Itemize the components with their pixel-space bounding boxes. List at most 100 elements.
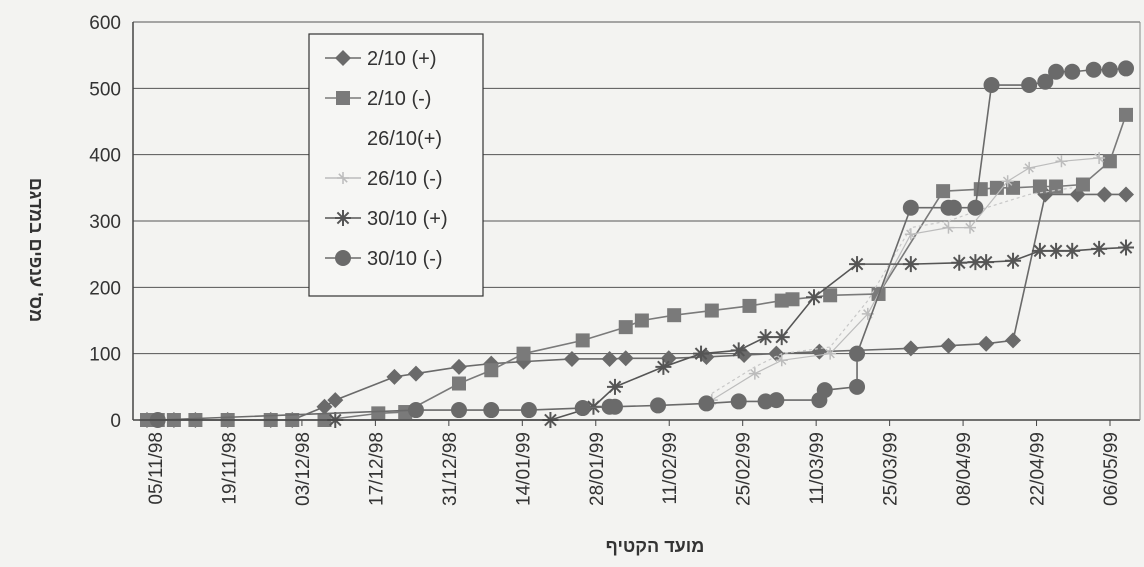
data-point [967, 199, 984, 216]
data-point [774, 293, 789, 308]
x-axis-ticks: 05/11/98 19/11/98 03/12/98 17/12/98 31/12/98… [146, 420, 1122, 506]
data-point [698, 395, 715, 412]
data-point [730, 342, 747, 359]
data-point [1031, 242, 1048, 259]
data-point [1102, 154, 1117, 169]
x-tick-label: 25/03/99 [881, 432, 902, 506]
series-line [711, 187, 1073, 394]
data-point [1005, 332, 1022, 349]
data-point [748, 367, 761, 380]
data-point [386, 368, 403, 385]
data-point [1119, 107, 1133, 122]
data-point [936, 184, 951, 199]
legend-label: 2/10 (-) [367, 88, 431, 110]
x-tick-label: 17/12/98 [366, 432, 387, 506]
data-point [849, 378, 866, 395]
series-4 [327, 239, 1134, 428]
data-point [824, 347, 837, 360]
legend-marker [335, 210, 351, 226]
data-point [606, 378, 623, 395]
data-point [1118, 186, 1134, 203]
legend-label: 26/10 (-) [367, 168, 443, 190]
legend-marker [336, 91, 350, 105]
data-point [655, 358, 672, 375]
legend-entry: 2/10 (+) [325, 48, 436, 70]
x-tick-label: 19/11/98 [219, 432, 240, 505]
series-1 [140, 107, 1133, 427]
y-tick-label: 600 [89, 13, 121, 34]
data-point [1006, 180, 1021, 195]
y-tick-label: 500 [89, 79, 121, 100]
series-3 [705, 151, 1106, 407]
legend-entry: 30/10 (-) [325, 248, 443, 270]
data-point [407, 365, 424, 382]
y-tick-label: 400 [89, 146, 121, 167]
data-point [964, 221, 977, 234]
x-tick-label: 11/03/99 [807, 432, 828, 505]
data-point [1096, 186, 1113, 203]
axes [132, 22, 1141, 421]
data-point [983, 77, 1000, 94]
legend-label: 30/10 (+) [367, 208, 448, 230]
data-point [978, 254, 995, 271]
data-point [667, 308, 682, 323]
data-point [823, 288, 838, 303]
data-point [757, 329, 774, 346]
data-point [1101, 61, 1118, 78]
data-point [773, 329, 790, 346]
data-point [951, 254, 968, 271]
data-point [730, 393, 747, 410]
data-point [450, 402, 467, 419]
data-point [1055, 155, 1068, 168]
data-point [1048, 242, 1065, 259]
data-point [450, 358, 467, 375]
y-tick-label: 200 [89, 278, 121, 299]
series-line [147, 193, 1126, 421]
data-point [942, 221, 955, 234]
series-line [147, 114, 1127, 421]
data-point [1037, 73, 1054, 90]
series-2 [711, 187, 1073, 394]
data-point [563, 350, 580, 367]
legend-marker [335, 250, 351, 266]
data-point [606, 398, 623, 415]
data-point [618, 320, 633, 335]
data-point [904, 228, 917, 241]
data-point [483, 402, 500, 419]
x-tick-label: 08/04/99 [954, 432, 975, 506]
data-point [768, 345, 785, 362]
data-point [1064, 242, 1081, 259]
series-0 [139, 186, 1134, 428]
data-point [407, 402, 424, 419]
data-point [1064, 63, 1081, 80]
x-tick-label: 28/01/99 [587, 432, 608, 506]
legend-marker [337, 172, 349, 184]
data-point [902, 340, 919, 357]
data-point [1049, 179, 1064, 194]
data-point [768, 392, 785, 409]
data-point [1093, 151, 1106, 164]
x-tick-label: 14/01/99 [513, 432, 534, 506]
data-point [849, 345, 866, 362]
data-point [617, 350, 634, 367]
data-point [849, 256, 866, 273]
data-point [1118, 239, 1134, 256]
series-5 [149, 60, 1134, 428]
x-tick-label: 31/12/98 [440, 432, 461, 506]
data-point [451, 376, 466, 391]
data-point [1032, 179, 1047, 194]
legend: 2/10 (+) 2/10 (-) 26/10(+) 26/10 (-) 30/10 (… [308, 33, 484, 297]
data-point [945, 199, 962, 216]
data-point [516, 346, 531, 361]
data-point [1048, 63, 1065, 80]
legend-marker [335, 50, 351, 66]
data-point [775, 354, 788, 367]
x-tick-label: 05/11/98 [146, 432, 167, 505]
data-point [660, 350, 677, 367]
data-point [1118, 60, 1134, 77]
legend-entry: 26/10(+) [367, 128, 442, 150]
x-tick-label: 22/04/99 [1028, 432, 1049, 506]
series-line [711, 157, 1100, 401]
data-point [371, 406, 386, 421]
